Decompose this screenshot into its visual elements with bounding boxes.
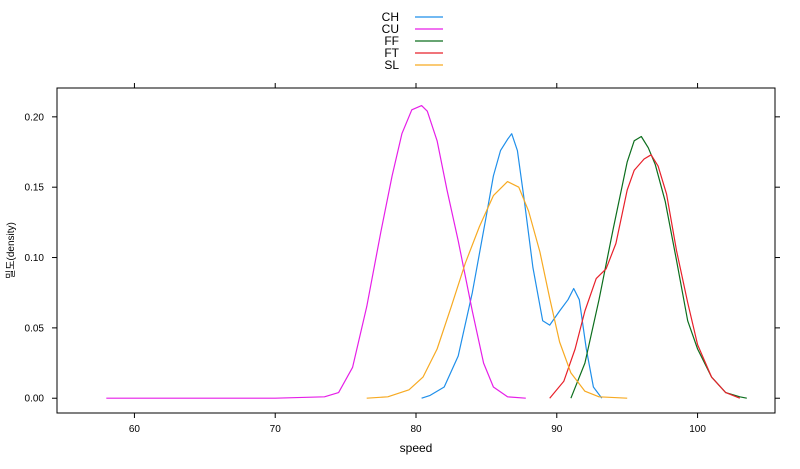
series-line-sl: [366, 181, 628, 399]
y-tick-label: 0.20: [25, 112, 45, 123]
y-tick-label: 0.05: [25, 323, 45, 334]
x-tick-label: 60: [129, 424, 141, 435]
x-axis-title: speed: [400, 441, 433, 455]
x-tick-label: 80: [410, 424, 422, 435]
axes: 60 70 80 90 100 0.00 0.05 0.10 0.15 0.20: [25, 83, 780, 435]
series-line-ft: [549, 154, 741, 399]
y-tick-label: 0.10: [25, 253, 45, 264]
x-tick-label: 100: [689, 424, 706, 435]
series-line-ch: [421, 133, 603, 399]
legend-label-ff: FF: [384, 34, 399, 48]
legend-label-sl: SL: [384, 58, 399, 72]
series-layer: [106, 104, 747, 399]
legend-label-ch: CH: [382, 10, 399, 24]
plot-frame: [56, 87, 776, 414]
y-axis-title: 밀도(density): [5, 222, 17, 279]
y-tick-label: 0.00: [25, 394, 45, 405]
series-line-ff: [570, 135, 747, 399]
x-tick-label: 70: [270, 424, 282, 435]
legend-label-ft: FT: [384, 46, 399, 60]
legend-label-cu: CU: [382, 22, 399, 36]
series-line-cu: [106, 104, 526, 399]
y-tick-label: 0.15: [25, 183, 45, 194]
x-tick-label: 90: [551, 424, 563, 435]
